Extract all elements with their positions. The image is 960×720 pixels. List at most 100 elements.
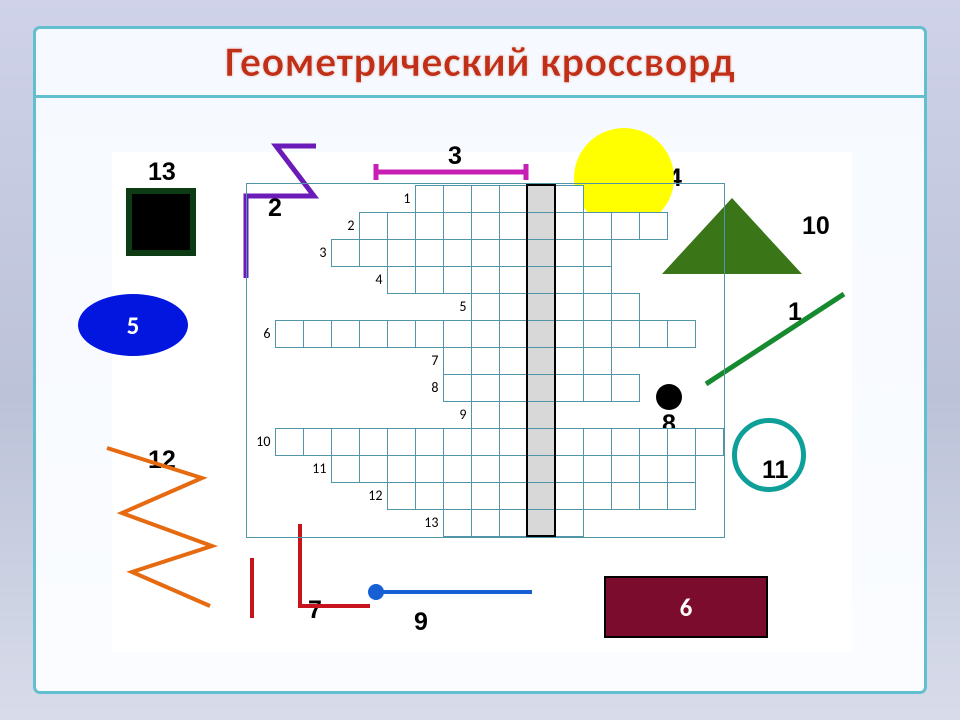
grid-cell [583, 347, 611, 374]
grid-row-number: 2 [331, 212, 359, 239]
grid-row-number: 11 [303, 455, 331, 482]
rectangle-icon: 6 [604, 576, 768, 638]
grid-row-number: 9 [443, 401, 471, 428]
grid-cell [527, 482, 555, 509]
grid-cell [583, 320, 611, 347]
grid-cell [359, 455, 387, 482]
grid-cell [695, 428, 723, 455]
grid-cell [443, 374, 471, 401]
grid-cell [499, 266, 527, 293]
grid-cell [387, 212, 415, 239]
grid-cell [499, 509, 527, 536]
grid-cell [303, 320, 331, 347]
grid-cell [331, 320, 359, 347]
grid-cell [527, 374, 555, 401]
grid-cell [499, 401, 527, 428]
grid-cell [583, 428, 611, 455]
grid-cell [555, 482, 583, 509]
grid-cell [499, 428, 527, 455]
grid-cell [471, 239, 499, 266]
label-9: 9 [414, 608, 428, 637]
grid-cell [275, 428, 303, 455]
grid-cell [527, 401, 555, 428]
grid-cell [387, 455, 415, 482]
label-13: 13 [148, 158, 176, 187]
grid-cell [555, 293, 583, 320]
label-10: 10 [802, 212, 830, 241]
grid-cell [499, 347, 527, 374]
grid-cell [443, 455, 471, 482]
grid-row-number: 10 [247, 428, 275, 455]
grid-row-number: 13 [415, 509, 443, 536]
grid-cell [471, 347, 499, 374]
grid-cell [415, 185, 443, 212]
grid-row-number: 7 [415, 347, 443, 374]
grid-cell [527, 509, 555, 536]
grid-cell [667, 455, 695, 482]
grid-cell [527, 239, 555, 266]
grid-cell [471, 185, 499, 212]
grid-cell [611, 428, 639, 455]
grid-cell [499, 293, 527, 320]
ellipse-icon: 5 [78, 294, 188, 356]
grid-cell [359, 320, 387, 347]
crossword-grid: 12345678910111213 [246, 183, 725, 538]
grid-cell [611, 374, 639, 401]
grid-cell [499, 320, 527, 347]
grid-cell [527, 293, 555, 320]
grid-cell [611, 212, 639, 239]
grid-cell [499, 455, 527, 482]
grid-cell [527, 347, 555, 374]
grid-cell [387, 482, 415, 509]
grid-cell [443, 266, 471, 293]
grid-cell [667, 320, 695, 347]
grid-cell [471, 401, 499, 428]
grid-cell [667, 428, 695, 455]
grid-cell [387, 266, 415, 293]
grid-cell [639, 482, 667, 509]
grid-cell [415, 482, 443, 509]
grid-cell [415, 320, 443, 347]
grid-cell [443, 185, 471, 212]
grid-cell [359, 428, 387, 455]
grid-cell [583, 482, 611, 509]
grid-cell [415, 266, 443, 293]
grid-cell [555, 239, 583, 266]
grid-cell [555, 455, 583, 482]
grid-row-number: 4 [359, 266, 387, 293]
grid-cell [527, 185, 555, 212]
grid-cell [443, 428, 471, 455]
grid-row-number: 5 [443, 293, 471, 320]
grid-cell [471, 212, 499, 239]
grid-cell [415, 212, 443, 239]
grid-cell [527, 266, 555, 293]
grid-cell [555, 266, 583, 293]
grid-cell [275, 320, 303, 347]
grid-cell [555, 185, 583, 212]
grid-cell [331, 239, 359, 266]
grid-cell [415, 428, 443, 455]
grid-cell [611, 482, 639, 509]
grid-cell [331, 428, 359, 455]
grid-cell [443, 509, 471, 536]
grid-cell [499, 212, 527, 239]
grid-cell [583, 374, 611, 401]
grid-cell [471, 509, 499, 536]
grid-cell [527, 320, 555, 347]
grid-cell [555, 347, 583, 374]
grid-cell [471, 482, 499, 509]
grid-cell [611, 293, 639, 320]
grid-cell [471, 320, 499, 347]
grid-row-number: 8 [415, 374, 443, 401]
grid-cell [639, 455, 667, 482]
grid-cell [471, 293, 499, 320]
grid-cell [303, 428, 331, 455]
grid-cell [387, 239, 415, 266]
grid-cell [331, 455, 359, 482]
grid-cell [555, 212, 583, 239]
grid-cell [471, 266, 499, 293]
grid-cell [667, 482, 695, 509]
grid-cell [583, 455, 611, 482]
page-title: Геометрический кроссворд [36, 37, 924, 88]
grid-cell [583, 239, 611, 266]
